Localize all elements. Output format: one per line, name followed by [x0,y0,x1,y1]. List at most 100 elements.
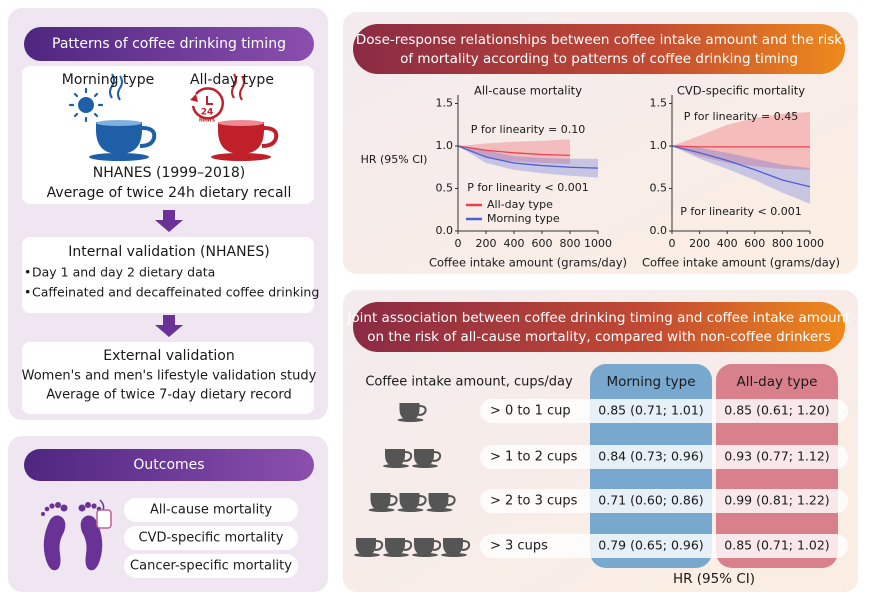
outcome-pill [124,554,298,578]
row-header: Coffee intake amount, cups/day [365,375,573,390]
x-axis-label: Coffee intake amount (grams/day) [642,256,840,270]
cup-icon [399,403,420,420]
x-tick-label: 0 [669,237,676,250]
hr-cell: 0.84 (0.73; 0.96) [598,449,703,464]
ci-band [458,146,598,178]
panel-title: Dose-response relationships between coff… [356,32,842,48]
cup-icon [432,451,442,462]
bullet-text: Day 1 and day 2 dietary data [32,265,215,280]
bullet: • [24,265,31,280]
dose-panel [343,12,858,274]
outcome-pill [124,498,298,522]
cup-icon [397,418,424,422]
outcomes-header [24,449,314,481]
annotation: P for linearity = 0.10 [471,123,585,136]
clock-number: 24 [201,108,214,118]
cup-icon [414,538,434,555]
x-tick-label: 400 [504,237,525,250]
panel-title: on the risk of all-cause mortality, comp… [367,329,831,345]
series-line [671,145,810,148]
row-label: > 3 cups [490,539,548,554]
outcome: All-cause mortality [150,503,272,518]
panel-title: Outcomes [133,457,204,473]
y-tick-label: 0.0 [436,224,454,237]
box-title: External validation [103,348,234,364]
feet-icon [41,499,112,571]
row-label: > 1 to 2 cups [490,450,578,465]
hr-cell: 0.85 (0.71; 1.02) [724,538,829,553]
cup-icon [385,538,405,555]
dose-header [353,24,845,74]
arrow [155,210,183,232]
x-axis-label: Coffee intake amount (grams/day) [429,256,627,270]
x-tick-label: 400 [717,237,738,250]
series-line [671,145,811,188]
cup-icon [461,540,471,551]
bullet: • [24,285,31,300]
external-box [22,342,314,414]
series-line [457,145,599,169]
cup-icon [397,508,424,512]
cup-icon [447,495,456,506]
cup-icon [403,540,413,551]
cup-icon [389,495,398,506]
hr-cell: 0.93 (0.77; 1.12) [724,449,829,464]
annotation: P for linearity < 0.001 [680,205,801,218]
x-tick-label: 1000 [584,237,612,250]
x-tick-label: 200 [689,237,710,250]
row-label: > 0 to 1 cup [490,404,571,419]
cup-icon [418,495,427,506]
table-footer: HR (95% CI) [673,571,755,587]
cup-icon [354,553,380,557]
legend-label: All-day type [487,198,553,211]
outcome: CVD-specific mortality [139,531,284,546]
y-tick-label: 0.5 [436,182,454,195]
joint-header [353,302,845,352]
box-line: Average of twice 7-day dietary record [46,388,291,403]
y-tick-label: 1.5 [436,97,454,110]
annotation: P for linearity = 0.45 [684,110,798,123]
row-label: > 2 to 3 cups [490,494,578,509]
row-pill [480,445,848,469]
row-pill [480,489,848,513]
cup-icon [368,508,395,512]
x-tick-label: 1000 [796,237,824,250]
method: Average of twice 24h dietary recall [47,185,292,201]
cup-icon [356,538,376,555]
y-axis-label: HR (95% CI) [361,153,428,166]
x-tick-label: 200 [476,237,497,250]
hr-cell: 0.79 (0.65; 0.96) [598,538,703,553]
panel-title: Patterns of coffee drinking timing [52,36,286,52]
y-tick-label: 1.0 [436,139,454,152]
y-tick-label: 0.0 [650,224,668,237]
cup-icon [370,493,391,510]
cup-icon [432,540,442,551]
y-tick-label: 1.5 [650,97,668,110]
x-tick-label: 600 [532,237,553,250]
source: NHANES (1999–2018) [93,165,245,181]
sun-icon [68,87,104,123]
cup-icon [441,553,467,557]
panel-title: Joint association between coffee drinkin… [346,310,850,326]
x-tick-label: 800 [772,237,793,250]
cup-icon [374,540,384,551]
cup-icon [385,449,405,466]
internal-box [22,237,314,313]
y-tick-label: 0.5 [650,182,668,195]
type-label: Morning type [62,72,154,88]
x-tick-label: 600 [744,237,765,250]
outcome: Cancer-specific mortality [130,559,292,574]
cup-icon [383,553,409,557]
cup-icon [412,553,438,557]
series-line [457,145,571,156]
cup-icon [383,464,409,468]
coffee-cup-icon [211,73,279,161]
chart-title: All-cause mortality [474,84,582,98]
y-tick-label: 1.0 [650,139,668,152]
box-line: Women's and men's lifestyle validation s… [22,369,317,384]
row-pill [480,399,848,423]
cup-icon [428,493,449,510]
panel-title: of mortality according to patterns of co… [400,51,798,67]
hr-cell: 0.99 (0.81; 1.22) [724,493,829,508]
